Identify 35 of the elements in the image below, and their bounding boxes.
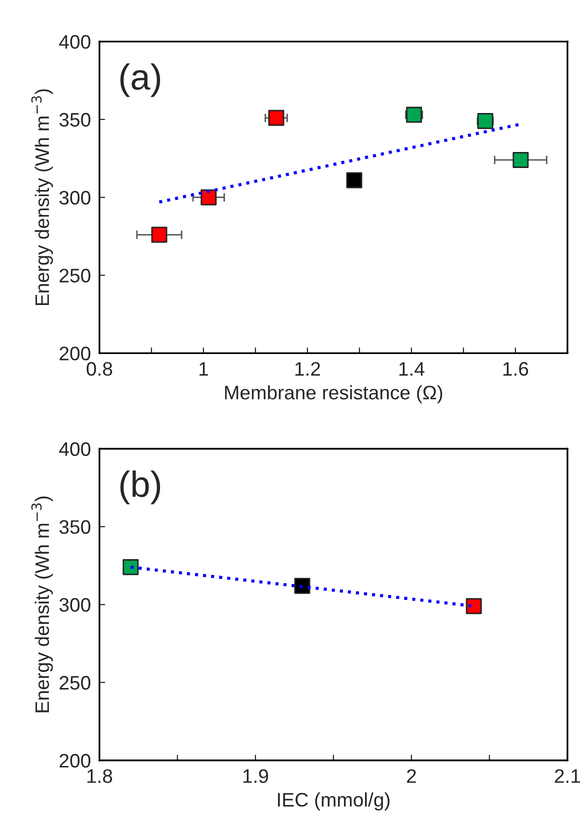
y-tick-label: 300 bbox=[59, 598, 90, 612]
x-tick-label: 1.2 bbox=[295, 362, 320, 376]
x-tick-label: 1 bbox=[200, 362, 208, 376]
x-tick-label: 1.9 bbox=[243, 769, 268, 783]
y-tick-label: 300 bbox=[59, 190, 90, 205]
y-tick-label: 250 bbox=[60, 268, 90, 283]
point bbox=[346, 172, 362, 188]
point bbox=[477, 113, 494, 129]
y-tick-label: 350 bbox=[59, 520, 90, 534]
y-tick-label: 400 bbox=[59, 35, 90, 49]
x-tick-label: 1.6 bbox=[503, 362, 528, 376]
x-tick-label: 2.1 bbox=[554, 769, 580, 783]
point bbox=[268, 110, 284, 126]
y-tick-label: 350 bbox=[59, 112, 90, 127]
point bbox=[512, 152, 529, 168]
point bbox=[294, 578, 310, 594]
text: (a) bbox=[120, 63, 160, 98]
y-axis-title: Energy density (Wh m$^{−3}$) bbox=[31, 496, 53, 712]
y-tick-label: 250 bbox=[60, 676, 90, 690]
x-tick-label: 1.4 bbox=[399, 362, 424, 376]
text: (b) bbox=[120, 470, 160, 504]
x-axis-title: Membrane resistance (Ω) bbox=[225, 385, 442, 404]
y-tick-label: 400 bbox=[59, 442, 90, 456]
point bbox=[151, 226, 168, 243]
point bbox=[122, 559, 139, 576]
point bbox=[466, 598, 482, 614]
x-axis-title: IEC (mmol/g) bbox=[278, 792, 390, 811]
point bbox=[200, 189, 217, 206]
x-tick-label: 0.8 bbox=[86, 362, 112, 376]
y-tick-label: 200 bbox=[60, 754, 90, 768]
y-axis-title: Energy density (Wh m$^{−3}$) bbox=[31, 89, 53, 306]
y-tick-label: 200 bbox=[60, 346, 90, 360]
x-tick-label: 1.8 bbox=[87, 769, 112, 783]
x-tick-label: 2 bbox=[407, 769, 416, 783]
point bbox=[406, 106, 422, 123]
